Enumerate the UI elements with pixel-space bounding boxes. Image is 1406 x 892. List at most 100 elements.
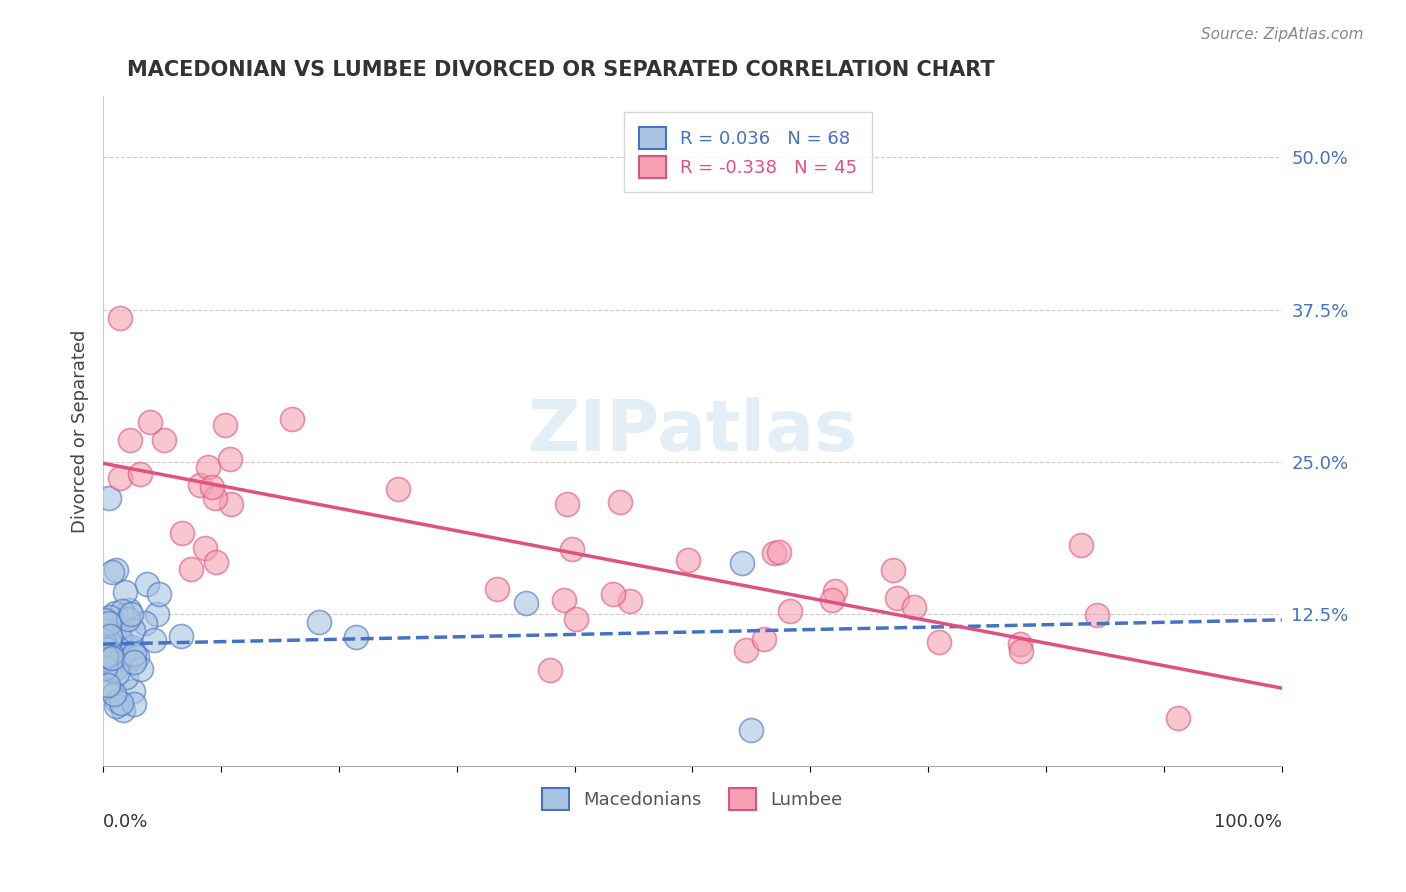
Point <box>928 635 950 649</box>
Point <box>94 648 117 663</box>
Point <box>96 628 118 642</box>
Point <box>763 546 786 560</box>
Point <box>1085 607 1108 622</box>
Point <box>127 649 149 664</box>
Point <box>609 495 631 509</box>
Point <box>485 582 508 596</box>
Point <box>129 467 152 482</box>
Point <box>735 643 758 657</box>
Point <box>103 640 125 654</box>
Y-axis label: Divorced or Separated: Divorced or Separated <box>72 330 89 533</box>
Point <box>98 491 121 506</box>
Point <box>153 434 176 448</box>
Point <box>122 624 145 638</box>
Text: MACEDONIAN VS LUMBEE DIVORCED OR SEPARATED CORRELATION CHART: MACEDONIAN VS LUMBEE DIVORCED OR SEPARAT… <box>127 60 994 79</box>
Point <box>124 698 146 712</box>
Point <box>98 635 121 649</box>
Point <box>515 596 537 610</box>
Point <box>143 633 166 648</box>
Point <box>824 583 846 598</box>
Text: 100.0%: 100.0% <box>1213 814 1282 831</box>
Point <box>139 415 162 429</box>
Point <box>553 593 575 607</box>
Point <box>103 626 125 640</box>
Point <box>100 640 122 654</box>
Point <box>619 594 641 608</box>
Point <box>104 563 127 577</box>
Point <box>108 619 131 633</box>
Point <box>1167 710 1189 724</box>
Point <box>98 616 121 631</box>
Point <box>172 525 194 540</box>
Point <box>94 613 117 627</box>
Legend: Macedonians, Lumbee: Macedonians, Lumbee <box>527 773 858 824</box>
Point <box>886 591 908 606</box>
Point <box>219 452 242 467</box>
Point <box>111 703 134 717</box>
Point <box>344 631 367 645</box>
Point <box>122 647 145 661</box>
Text: Source: ZipAtlas.com: Source: ZipAtlas.com <box>1201 27 1364 42</box>
Point <box>118 433 141 447</box>
Point <box>740 723 762 737</box>
Point <box>122 655 145 669</box>
Point <box>676 553 699 567</box>
Point <box>111 604 134 618</box>
Point <box>98 662 121 676</box>
Point <box>779 604 801 618</box>
Point <box>104 698 127 713</box>
Point <box>214 417 236 432</box>
Point <box>110 640 132 655</box>
Point <box>93 634 115 648</box>
Point <box>96 642 118 657</box>
Point <box>94 624 117 638</box>
Point <box>221 497 243 511</box>
Point <box>114 670 136 684</box>
Point <box>882 564 904 578</box>
Point <box>96 652 118 666</box>
Point <box>117 641 139 656</box>
Point <box>96 648 118 663</box>
Point <box>188 477 211 491</box>
Point <box>136 577 159 591</box>
Point <box>308 615 330 630</box>
Point <box>121 640 143 654</box>
Point <box>114 584 136 599</box>
Point <box>108 471 131 485</box>
Point <box>387 482 409 496</box>
Point <box>104 606 127 620</box>
Text: 0.0%: 0.0% <box>103 814 149 831</box>
Point <box>108 310 131 325</box>
Point <box>146 607 169 622</box>
Point <box>97 678 120 692</box>
Point <box>108 631 131 645</box>
Point <box>602 587 624 601</box>
Point <box>93 659 115 673</box>
Text: ZIPatlas: ZIPatlas <box>527 397 858 466</box>
Point <box>204 491 226 505</box>
Point <box>120 607 142 621</box>
Point <box>1008 637 1031 651</box>
Point <box>101 565 124 579</box>
Point <box>565 612 588 626</box>
Point <box>129 662 152 676</box>
Point <box>903 599 925 614</box>
Point <box>112 644 135 658</box>
Point <box>170 629 193 643</box>
Point <box>134 615 156 630</box>
Point <box>538 663 561 677</box>
Point <box>117 654 139 668</box>
Point <box>118 603 141 617</box>
Point <box>105 665 128 680</box>
Point <box>105 661 128 675</box>
Point <box>97 681 120 696</box>
Point <box>201 480 224 494</box>
Point <box>98 610 121 624</box>
Point <box>94 645 117 659</box>
Point <box>730 557 752 571</box>
Point <box>1010 644 1032 658</box>
Point <box>100 651 122 665</box>
Point <box>752 632 775 646</box>
Point <box>94 653 117 667</box>
Point <box>280 412 302 426</box>
